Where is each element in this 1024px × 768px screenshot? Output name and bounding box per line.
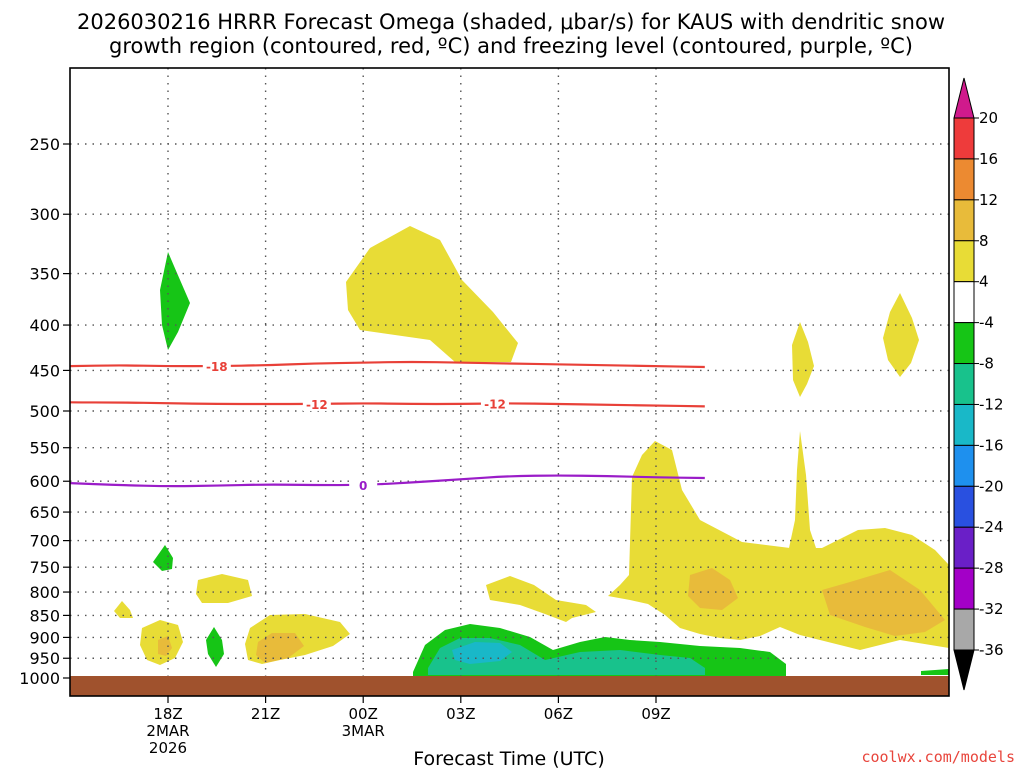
y-tick-label: 550	[29, 439, 60, 458]
omega-region-upper-lobe-07z	[792, 322, 814, 397]
colorbar-bin	[953, 444, 975, 487]
omega-region-cell-a	[114, 601, 133, 618]
omega-region-cell-b	[196, 574, 252, 603]
colorbar-label: -8	[979, 355, 994, 373]
y-tick-label: 300	[29, 205, 60, 224]
y-tick-label: 700	[29, 532, 60, 551]
contour-label-background	[302, 396, 331, 411]
omega-region-max-09z	[822, 570, 945, 636]
chart-title-line-2: growth region (contoured, red, ºC) and f…	[109, 34, 913, 58]
colorbar-bin	[953, 322, 975, 365]
temperature-contours: -18 -12 -12 0	[70, 359, 705, 493]
colorbar-bin	[953, 158, 975, 201]
colorbar-label: 4	[979, 273, 989, 291]
colorbar-bin	[953, 526, 975, 569]
contour-label-background	[349, 478, 378, 493]
omega-region-lowlevel-minimum	[452, 642, 512, 664]
contour-label: -12	[484, 397, 506, 411]
x-tick-label: 00Z	[349, 705, 378, 723]
colorbar-bin	[953, 363, 975, 405]
omega-region-lower-positive-01z	[486, 576, 596, 622]
y-tick-label: 500	[29, 402, 60, 421]
y-tick-label: 900	[29, 628, 60, 647]
x-tick-label: 21Z	[251, 705, 280, 723]
y-tick-label: 600	[29, 472, 60, 491]
colorbar-label: -28	[979, 559, 1004, 577]
contour-line--12	[70, 401, 705, 408]
colorbar-bin	[953, 485, 975, 528]
omega-region-negative-cell-b	[206, 627, 224, 667]
colorbar-bin	[953, 608, 975, 651]
plot-frame	[69, 67, 950, 697]
contour-line-0	[70, 474, 705, 488]
colorbar-label: -20	[979, 477, 1004, 495]
omega-region-max-05z	[688, 568, 738, 610]
pressure-axis: 250 300 350 400 450 500 550 600 650 700 750 800 850 9…	[19, 135, 70, 688]
omega-region-upper-lobe-09z	[883, 293, 919, 377]
colorbar-label: -4	[979, 314, 994, 332]
colorbar-bin	[953, 567, 975, 610]
terrain-below-ground	[70, 676, 949, 696]
colorbar-label: -24	[979, 518, 1004, 536]
colorbar-bin	[953, 281, 975, 324]
colorbar-bin	[953, 403, 975, 446]
colorbar-label: -36	[979, 641, 1004, 659]
y-tick-label: 650	[29, 503, 60, 522]
x-tick-label: 18Z	[153, 705, 182, 723]
colorbar-label: -32	[979, 600, 1004, 618]
omega-region-cell-c-max	[158, 636, 172, 656]
colorbar-label: 16	[979, 150, 998, 168]
colorbar: 20 16 12 8 4 -4 -8 -12 -16 -20 -24 -28 -32 -36	[953, 77, 1004, 691]
x-tick-label: 06Z	[544, 705, 573, 723]
contour-label: 0	[359, 479, 367, 493]
colorbar-bin	[953, 199, 975, 242]
colorbar-label: 8	[979, 232, 989, 250]
colorbar-bin	[953, 117, 975, 160]
contour-line--18	[70, 360, 705, 369]
y-tick-label: 1000	[19, 669, 60, 688]
x-tick-label: 2MAR	[146, 722, 189, 740]
credit-text: coolwx.com/models	[861, 748, 1015, 766]
x-axis-label: Forecast Time (UTC)	[413, 748, 604, 768]
omega-region-spike-07z	[789, 431, 816, 548]
y-tick-label: 950	[29, 649, 60, 668]
colorbar-label: -16	[979, 436, 1004, 454]
y-tick-label: 350	[29, 265, 60, 284]
x-tick-label: 09Z	[641, 705, 670, 723]
colorbar-under-arrow	[953, 649, 975, 691]
colorbar-over-arrow	[953, 77, 975, 119]
colorbar-label: 12	[979, 191, 998, 209]
x-tick-label: 2026	[149, 739, 187, 757]
x-tick-label: 03Z	[446, 705, 475, 723]
colorbar-label: 20	[979, 109, 998, 127]
y-tick-label: 850	[29, 606, 60, 625]
y-tick-label: 450	[29, 361, 60, 380]
y-tick-label: 800	[29, 583, 60, 602]
y-tick-label: 750	[29, 558, 60, 577]
chart-title-line-1: 2026030216 HRRR Forecast Omega (shaded, …	[77, 10, 945, 34]
contour-label: -18	[206, 360, 228, 374]
contour-label-background	[480, 396, 509, 411]
contour-label: -12	[306, 398, 328, 412]
colorbar-bin	[953, 240, 975, 283]
colorbar-label: -12	[979, 395, 1004, 413]
omega-region-negative-sliver	[921, 669, 949, 675]
contour-label-background	[202, 359, 231, 374]
y-tick-label: 400	[29, 316, 60, 335]
y-tick-label: 250	[29, 135, 60, 154]
omega-region-upper-positive	[346, 226, 518, 362]
omega-region-cell-d-max	[256, 633, 304, 663]
x-tick-label: 3MAR	[342, 722, 385, 740]
